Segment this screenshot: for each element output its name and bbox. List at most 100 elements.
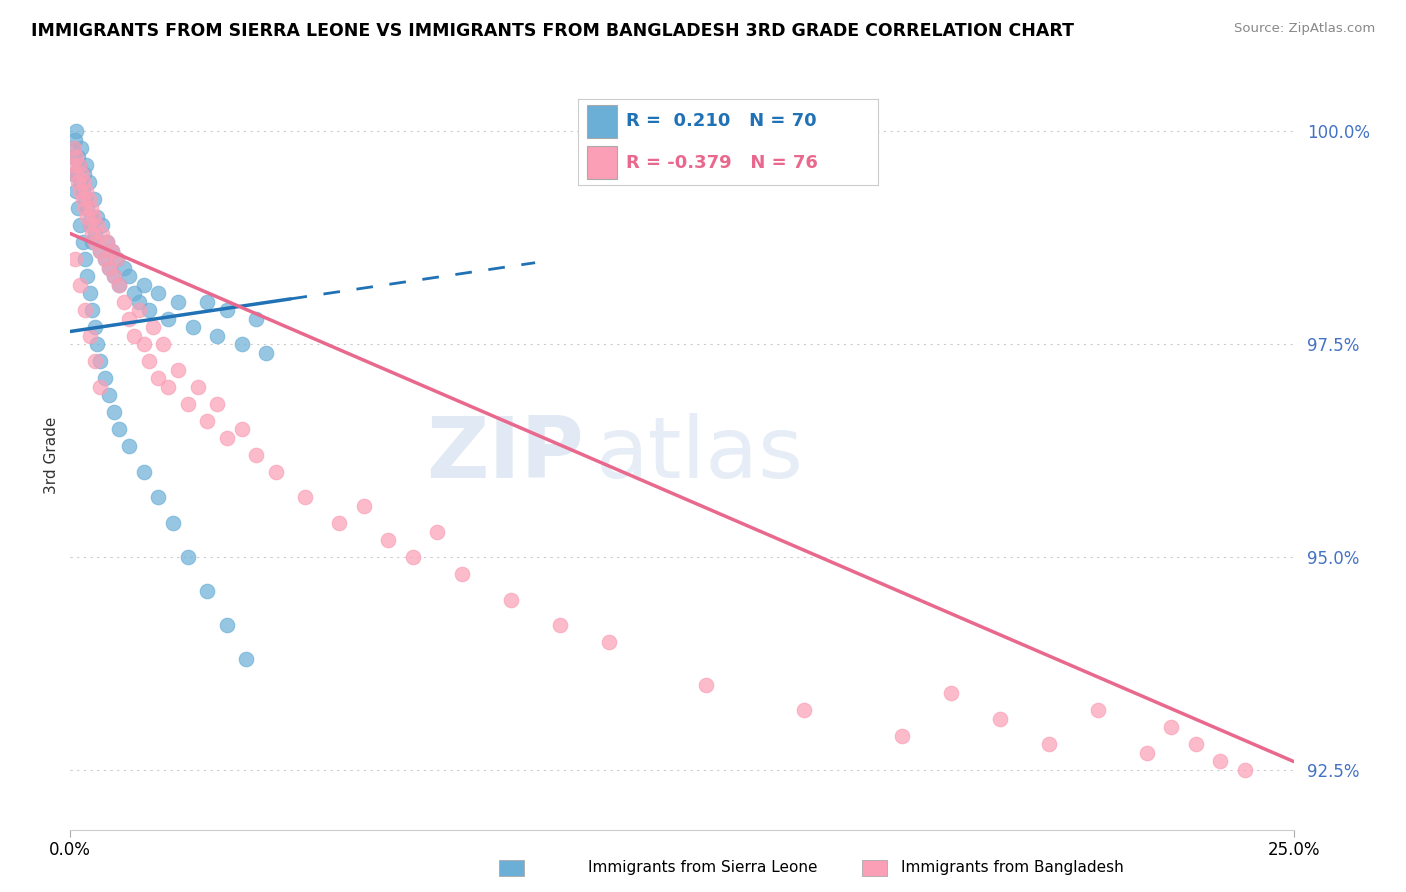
Point <box>101 244 124 258</box>
Point <box>148 491 170 505</box>
Point <box>73 201 96 215</box>
Point <box>103 269 125 284</box>
Point <box>152 337 174 351</box>
Point <box>79 218 101 232</box>
Point <box>167 294 190 309</box>
Point <box>138 303 160 318</box>
Point <box>73 176 96 190</box>
Point <box>167 363 190 377</box>
Point <box>63 252 86 266</box>
Point <box>65 124 87 138</box>
Point <box>108 277 131 292</box>
Point <box>73 193 96 207</box>
Point <box>80 210 103 224</box>
Point <box>122 286 145 301</box>
Point <box>162 516 184 530</box>
Point <box>75 184 97 198</box>
Point <box>157 380 180 394</box>
Point <box>103 405 125 419</box>
Point <box>75 158 97 172</box>
Point <box>67 158 90 172</box>
Point <box>80 201 103 215</box>
Point <box>231 337 253 351</box>
Point <box>76 269 98 284</box>
Point <box>89 244 111 258</box>
Point <box>63 133 86 147</box>
Point <box>76 210 98 224</box>
Point <box>254 345 277 359</box>
Point <box>83 320 105 334</box>
Point <box>83 227 105 241</box>
Point <box>93 252 115 266</box>
Point <box>62 167 84 181</box>
Point <box>62 150 84 164</box>
Point <box>86 210 108 224</box>
Point <box>138 354 160 368</box>
Point <box>76 201 98 215</box>
Point <box>450 567 472 582</box>
Point <box>939 686 962 700</box>
Point <box>1209 755 1232 769</box>
Point <box>73 252 96 266</box>
Point <box>101 244 124 258</box>
Point <box>89 354 111 368</box>
Point <box>264 465 287 479</box>
Point <box>63 141 86 155</box>
Point <box>112 260 135 275</box>
Point <box>108 422 131 436</box>
Point <box>66 176 89 190</box>
Point <box>377 533 399 547</box>
Point <box>402 550 425 565</box>
Point <box>91 227 114 241</box>
Point <box>69 184 91 198</box>
Point <box>132 465 155 479</box>
Point <box>793 703 815 717</box>
Point <box>195 584 218 599</box>
Text: atlas: atlas <box>596 413 804 497</box>
Point <box>79 218 101 232</box>
Point <box>235 652 257 666</box>
Point <box>72 184 94 198</box>
Point <box>148 371 170 385</box>
Point <box>73 303 96 318</box>
Point <box>142 320 165 334</box>
Point <box>548 618 571 632</box>
Point <box>245 311 267 326</box>
Point <box>177 397 200 411</box>
Text: Immigrants from Sierra Leone: Immigrants from Sierra Leone <box>588 860 818 874</box>
Point <box>96 235 118 249</box>
Point <box>65 184 87 198</box>
Point <box>89 244 111 258</box>
Point <box>988 712 1011 726</box>
Point <box>598 635 620 649</box>
Point <box>79 328 101 343</box>
Point <box>1233 763 1256 777</box>
Point <box>93 252 115 266</box>
Point <box>195 414 218 428</box>
Point <box>215 431 238 445</box>
Point <box>86 337 108 351</box>
Point <box>195 294 218 309</box>
Text: IMMIGRANTS FROM SIERRA LEONE VS IMMIGRANTS FROM BANGLADESH 3RD GRADE CORRELATION: IMMIGRANTS FROM SIERRA LEONE VS IMMIGRAN… <box>31 22 1074 40</box>
Point <box>63 167 86 181</box>
Point <box>499 592 522 607</box>
Point <box>132 337 155 351</box>
Point <box>89 380 111 394</box>
Point <box>62 158 84 172</box>
Point <box>148 286 170 301</box>
Point <box>67 158 90 172</box>
Point <box>112 294 135 309</box>
Point <box>118 269 141 284</box>
Point <box>294 491 316 505</box>
Point <box>83 193 105 207</box>
Point <box>83 210 105 224</box>
Point <box>108 277 131 292</box>
Point <box>1184 738 1206 752</box>
Text: Source: ZipAtlas.com: Source: ZipAtlas.com <box>1234 22 1375 36</box>
Point <box>62 141 84 155</box>
Point <box>328 516 350 530</box>
Point <box>73 167 96 181</box>
Point <box>98 260 121 275</box>
Point <box>82 303 104 318</box>
Y-axis label: 3rd Grade: 3rd Grade <box>44 417 59 493</box>
